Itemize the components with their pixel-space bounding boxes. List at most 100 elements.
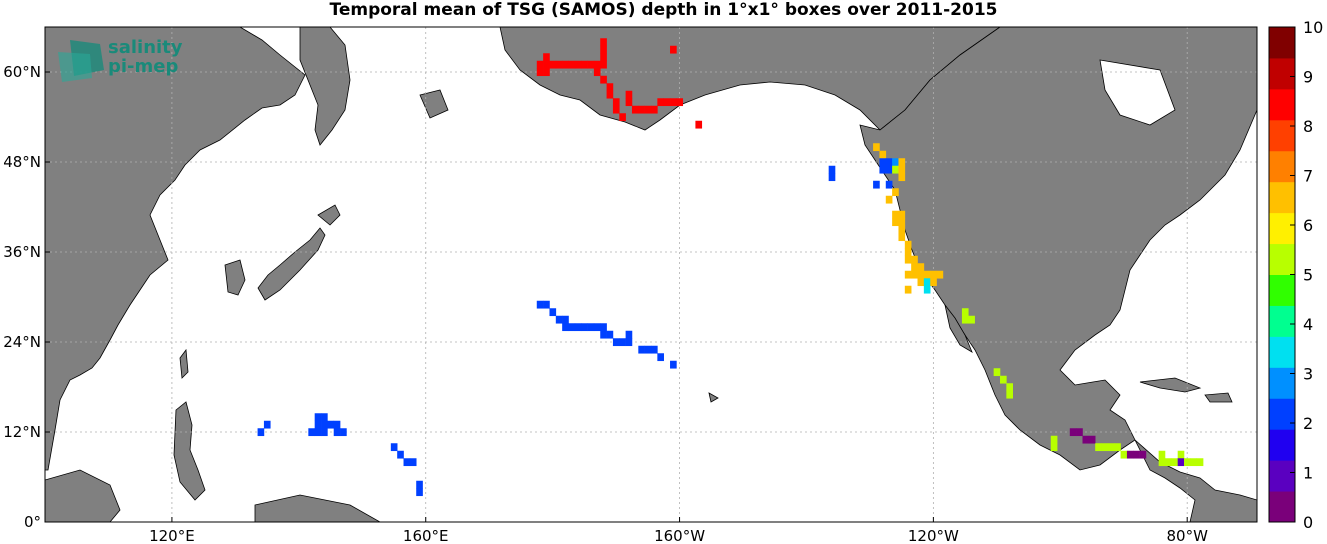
data-cell: [625, 98, 633, 107]
data-cell: [911, 255, 918, 264]
data-cell: [600, 45, 607, 54]
data-cell: [1158, 458, 1166, 467]
data-cell: [993, 368, 1001, 377]
data-cell: [574, 323, 582, 332]
land-central-america: [1134, 439, 1257, 522]
colorbar-segment: [1269, 212, 1295, 245]
data-cell: [562, 323, 569, 332]
land-masses: [45, 27, 1257, 522]
data-cell: [1076, 428, 1083, 437]
lon-tick-label: 120°E: [149, 527, 195, 544]
data-cell: [403, 458, 411, 467]
lat-tick-label: 12°N: [3, 423, 41, 441]
data-cell: [549, 60, 557, 69]
data-cell: [1050, 435, 1058, 444]
data-cell: [581, 60, 588, 69]
data-cell: [314, 420, 322, 429]
data-cell: [898, 210, 906, 219]
land-new-guinea: [254, 494, 381, 522]
data-cell: [904, 285, 912, 294]
data-cell: [625, 330, 633, 339]
logo-line2: pi-mep: [108, 56, 178, 77]
colorbar-tick-label: 1: [1303, 464, 1313, 483]
data-cell: [828, 165, 836, 174]
colorbar-segment: [1269, 27, 1295, 59]
data-cell: [651, 345, 658, 354]
data-cell: [1082, 435, 1090, 444]
lat-axis: 0° 12°N 24°N 36°N 48°N 60°N: [3, 63, 50, 531]
data-cell: [1177, 450, 1185, 459]
data-cell: [397, 450, 404, 459]
data-cell: [416, 480, 423, 489]
land-japan-honshu: [257, 227, 326, 301]
colorbar-segment: [1269, 57, 1295, 90]
lon-tick-label: 120°W: [908, 527, 959, 544]
data-cell: [600, 60, 607, 69]
data-cell: [568, 323, 576, 332]
data-cell: [879, 150, 887, 159]
data-cell: [593, 68, 601, 77]
land-kamchatka: [299, 27, 351, 146]
data-cell: [657, 353, 664, 362]
data-cell: [612, 98, 620, 107]
colorbar-segment: [1269, 274, 1295, 306]
data-cell: [625, 90, 633, 99]
data-cell: [961, 315, 969, 324]
data-cell: [416, 488, 423, 497]
land-philippines: [173, 401, 206, 501]
data-cell: [644, 345, 652, 354]
logo-line1: salinity: [108, 37, 183, 58]
data-cell: [923, 285, 931, 294]
data-cell: [1158, 450, 1166, 459]
data-cell: [587, 323, 595, 332]
land-cuba: [1139, 377, 1202, 393]
colorbar-tick-label: 9: [1303, 68, 1313, 87]
data-cell: [879, 165, 887, 174]
data-cell: [892, 158, 899, 167]
data-cell: [543, 60, 550, 69]
data-cell: [562, 60, 569, 69]
data-cell: [904, 240, 912, 249]
data-cell: [543, 300, 550, 309]
data-cell: [568, 60, 576, 69]
colorbar-segment: [1269, 491, 1295, 523]
grid-lines: [45, 27, 1257, 522]
data-cell: [1126, 450, 1134, 459]
data-cell: [593, 60, 601, 69]
data-cell: [892, 218, 899, 227]
colorbar-segment: [1269, 398, 1295, 430]
data-cell: [619, 113, 626, 122]
data-cell: [327, 420, 335, 429]
lat-tick-label: 24°N: [3, 333, 41, 351]
data-cell: [1006, 390, 1013, 399]
lon-axis: 120°E 160°E 160°W 120°W 80°W: [149, 517, 1208, 544]
colorbar-tick-label: 7: [1303, 167, 1313, 186]
land-hispaniola: [1204, 392, 1233, 403]
colorbar-segment: [1269, 243, 1295, 275]
data-cell: [1171, 458, 1178, 467]
colorbar-segment: [1269, 460, 1295, 492]
colorbar-tick-label: 2: [1303, 414, 1313, 433]
data-cell: [1095, 443, 1102, 452]
data-cell: [333, 428, 341, 437]
data-cell: [663, 98, 671, 107]
data-cell: [885, 195, 893, 204]
data-cell: [409, 458, 417, 467]
data-cell: [600, 53, 607, 62]
data-cell: [885, 158, 893, 167]
colorbar-tick-label: 8: [1303, 117, 1313, 136]
data-cell: [600, 330, 607, 339]
data-cell: [651, 105, 658, 114]
data-cell: [1120, 450, 1128, 459]
colorbar-segment: [1269, 305, 1295, 337]
data-cell: [670, 45, 677, 54]
colorbar-tick-label: 10: [1303, 18, 1323, 37]
data-cell: [543, 68, 550, 77]
data-cell: [600, 38, 607, 47]
colorbar-tick-label: 5: [1303, 266, 1313, 285]
data-cell: [923, 278, 931, 287]
data-cell: [898, 173, 906, 182]
colorbar-tick-label: 0: [1303, 513, 1313, 532]
data-cell: [1069, 428, 1077, 437]
